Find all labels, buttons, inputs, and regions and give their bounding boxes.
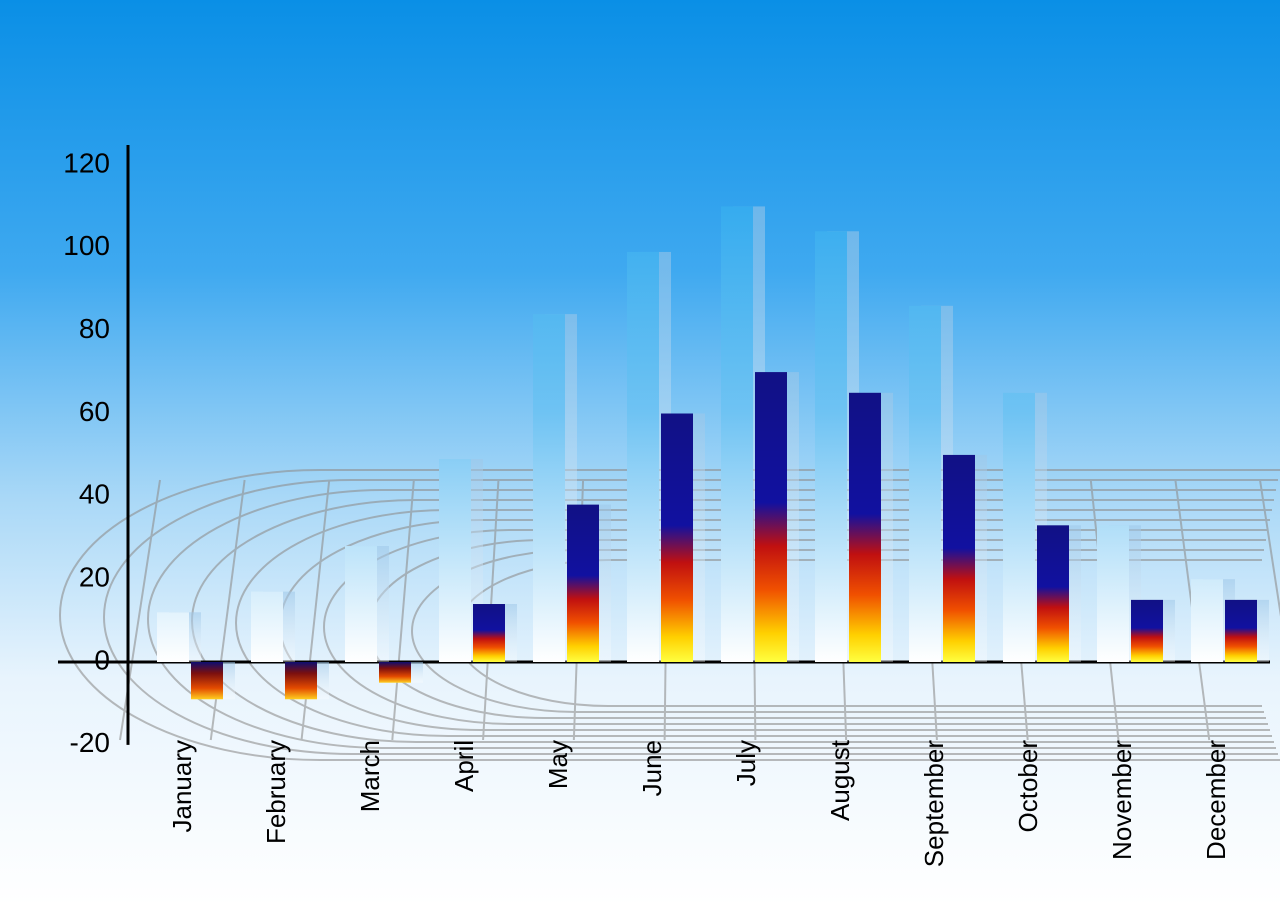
bar-series-a [439, 459, 471, 662]
bar-series-b [1225, 600, 1257, 662]
x-tick-label: June [637, 740, 667, 796]
bar-series-a [721, 206, 753, 662]
chart-svg: -20 0 20 40 60 80 100 120 January February March Ap… [0, 0, 1280, 905]
bar-series-a [1097, 525, 1129, 662]
x-tick-label: May [543, 740, 573, 789]
chart-container: -20 0 20 40 60 80 100 120 January February March Ap… [0, 0, 1280, 905]
x-tick-label: March [355, 740, 385, 812]
bar-series-b [1037, 525, 1069, 662]
bar-series-a [627, 252, 659, 662]
bar-series-b [943, 455, 975, 662]
bar-series-b [567, 505, 599, 662]
bar-series-b [755, 372, 787, 662]
x-tick-label: April [449, 740, 479, 792]
bar-series-a [909, 306, 941, 662]
bar-series-a [1191, 579, 1223, 662]
x-tick-label: September [919, 740, 949, 868]
bar-series-a [1003, 393, 1035, 662]
x-tick-label: February [261, 740, 291, 844]
bar-series-a [533, 314, 565, 662]
y-tick-label: -20 [70, 727, 110, 758]
y-tick-label: 120 [63, 147, 110, 178]
y-tick-label: 40 [79, 479, 110, 510]
y-tick-label: 60 [79, 396, 110, 427]
bar-series-b [191, 662, 223, 699]
bar-series-b [1131, 600, 1163, 662]
bar-series-a [251, 592, 283, 662]
x-tick-label: August [825, 739, 855, 821]
bar-series-b [661, 414, 693, 663]
bar-series-b [473, 604, 505, 662]
y-tick-label: 0 [94, 644, 110, 675]
y-tick-label: 20 [79, 562, 110, 593]
x-tick-label: July [731, 740, 761, 786]
bar-series-b [379, 662, 411, 683]
bar-series-b [285, 662, 317, 699]
bar-series-b [849, 393, 881, 662]
bar-series-a [345, 546, 377, 662]
bar-series-a [815, 231, 847, 662]
x-tick-label: October [1013, 740, 1043, 833]
x-tick-label: December [1201, 740, 1231, 860]
x-tick-label: January [167, 740, 197, 833]
y-tick-label: 100 [63, 230, 110, 261]
bar-series-a [157, 612, 189, 662]
x-tick-label: November [1107, 740, 1137, 860]
y-tick-label: 80 [79, 313, 110, 344]
